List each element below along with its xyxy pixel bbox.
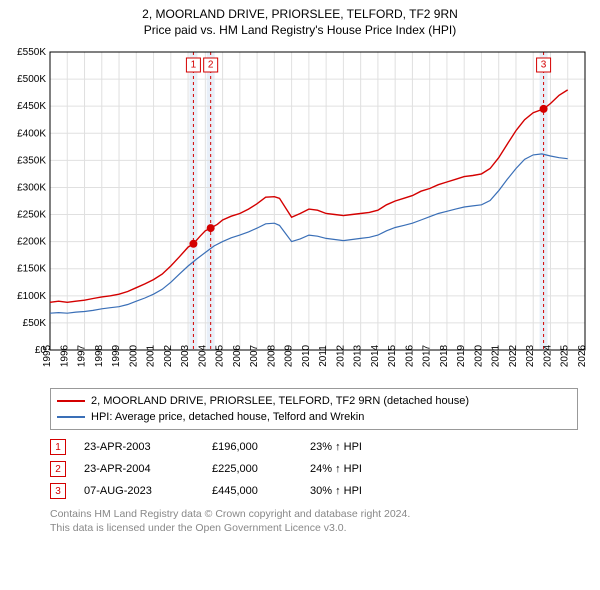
svg-text:2001: 2001	[146, 345, 157, 368]
legend-row: HPI: Average price, detached house, Telf…	[57, 409, 571, 425]
transaction-price: £445,000	[212, 485, 292, 497]
transaction-price: £196,000	[212, 441, 292, 453]
transaction-marker: 1	[50, 439, 66, 455]
transaction-price: £225,000	[212, 463, 292, 475]
svg-text:2017: 2017	[422, 345, 433, 368]
svg-text:2014: 2014	[370, 345, 381, 368]
legend-swatch	[57, 400, 85, 402]
transaction-marker: 3	[50, 483, 66, 499]
svg-text:2008: 2008	[266, 345, 277, 368]
svg-text:1996: 1996	[59, 345, 70, 368]
transactions-table: 1 23-APR-2003 £196,000 23% ↑ HPI 2 23-APR-200…	[50, 436, 578, 502]
svg-text:£550K: £550K	[17, 47, 46, 58]
svg-text:£150K: £150K	[17, 264, 46, 275]
svg-text:£50K: £50K	[23, 318, 47, 329]
svg-text:£200K: £200K	[17, 237, 46, 248]
svg-text:£450K: £450K	[17, 102, 46, 113]
svg-text:2022: 2022	[508, 345, 519, 368]
svg-text:2004: 2004	[197, 345, 208, 368]
svg-text:2021: 2021	[491, 345, 502, 368]
svg-text:2005: 2005	[215, 345, 226, 368]
transaction-row: 2 23-APR-2004 £225,000 24% ↑ HPI	[50, 458, 578, 480]
svg-text:2010: 2010	[301, 345, 312, 368]
title-line-1: 2, MOORLAND DRIVE, PRIORSLEE, TELFORD, T…	[0, 6, 600, 22]
svg-text:2003: 2003	[180, 345, 191, 368]
svg-text:2025: 2025	[560, 345, 571, 368]
svg-text:2012: 2012	[335, 345, 346, 368]
svg-text:2006: 2006	[232, 345, 243, 368]
svg-text:£250K: £250K	[17, 210, 46, 221]
legend-row: 2, MOORLAND DRIVE, PRIORSLEE, TELFORD, T…	[57, 393, 571, 409]
svg-text:2020: 2020	[473, 345, 484, 368]
transaction-hpi: 23% ↑ HPI	[310, 441, 400, 453]
legend-swatch	[57, 416, 85, 418]
chart-svg: £0£50K£100K£150K£200K£250K£300K£350K£400…	[0, 42, 600, 382]
svg-text:£500K: £500K	[17, 74, 46, 85]
transaction-date: 23-APR-2003	[84, 441, 194, 453]
svg-text:3: 3	[541, 60, 547, 71]
svg-text:2011: 2011	[318, 345, 329, 367]
svg-text:£300K: £300K	[17, 183, 46, 194]
transaction-row: 3 07-AUG-2023 £445,000 30% ↑ HPI	[50, 480, 578, 502]
svg-text:2024: 2024	[542, 345, 553, 368]
footer-line-2: This data is licensed under the Open Gov…	[50, 522, 578, 536]
svg-text:2002: 2002	[163, 345, 174, 368]
svg-text:£400K: £400K	[17, 129, 46, 140]
transaction-hpi: 24% ↑ HPI	[310, 463, 400, 475]
legend-label: 2, MOORLAND DRIVE, PRIORSLEE, TELFORD, T…	[91, 395, 469, 407]
chart-titles: 2, MOORLAND DRIVE, PRIORSLEE, TELFORD, T…	[0, 0, 600, 38]
svg-text:2015: 2015	[387, 345, 398, 368]
svg-text:2013: 2013	[353, 345, 364, 368]
svg-text:1998: 1998	[94, 345, 105, 368]
svg-text:2019: 2019	[456, 345, 467, 368]
svg-text:2016: 2016	[404, 345, 415, 368]
svg-text:1: 1	[191, 60, 197, 71]
svg-text:2000: 2000	[128, 345, 139, 368]
svg-text:2018: 2018	[439, 345, 450, 368]
transaction-marker: 2	[50, 461, 66, 477]
svg-text:2026: 2026	[577, 345, 588, 368]
transaction-row: 1 23-APR-2003 £196,000 23% ↑ HPI	[50, 436, 578, 458]
svg-text:1997: 1997	[77, 345, 88, 368]
svg-text:1999: 1999	[111, 345, 122, 368]
svg-text:£350K: £350K	[17, 156, 46, 167]
svg-text:£100K: £100K	[17, 291, 46, 302]
footer-line-1: Contains HM Land Registry data © Crown c…	[50, 508, 578, 522]
legend-label: HPI: Average price, detached house, Telf…	[91, 411, 364, 423]
transaction-hpi: 30% ↑ HPI	[310, 485, 400, 497]
legend: 2, MOORLAND DRIVE, PRIORSLEE, TELFORD, T…	[50, 388, 578, 430]
svg-text:2023: 2023	[525, 345, 536, 368]
transaction-date: 07-AUG-2023	[84, 485, 194, 497]
footer: Contains HM Land Registry data © Crown c…	[50, 508, 578, 535]
title-line-2: Price paid vs. HM Land Registry's House …	[0, 22, 600, 38]
svg-text:2007: 2007	[249, 345, 260, 368]
svg-text:2: 2	[208, 60, 214, 71]
chart-area: £0£50K£100K£150K£200K£250K£300K£350K£400…	[0, 42, 600, 382]
svg-text:1995: 1995	[42, 345, 53, 368]
transaction-date: 23-APR-2004	[84, 463, 194, 475]
svg-text:2009: 2009	[284, 345, 295, 368]
